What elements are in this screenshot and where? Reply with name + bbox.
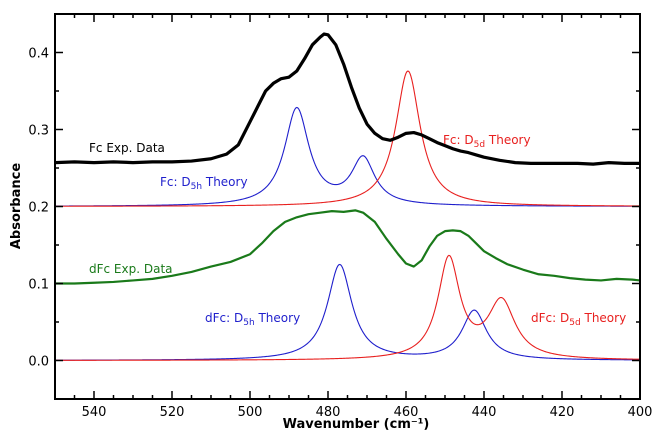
tick-layer: 540 520 500 480 460 440 420 400 0.0 0.1 0.2 0.3 0.4 [28,13,653,420]
x-tick-label: 460 [394,405,419,420]
theory-curve-d5d-1 [55,70,641,207]
y-tick-label: 0.0 [28,355,49,370]
series-line-dfc_exp [55,209,641,285]
x-tick-label: 420 [550,405,575,420]
x-tick-label: 500 [238,405,263,420]
x-tick-label: 480 [316,405,341,420]
x-tick-label: 440 [472,405,497,420]
x-axis-title: Wavenumber (cm⁻¹) [283,417,430,432]
series-layer [54,32,641,361]
annotation-fc-d5d: Fc: D5d Theory [443,133,531,150]
annotation-dfc-exp: dFc Exp. Data [89,262,173,276]
y-tick-label: 0.4 [28,47,49,62]
annotation-fc-exp: Fc Exp. Data [89,141,165,155]
y-axis-title: Absorbance [9,163,24,249]
theory-curve-d5d-3 [55,254,641,361]
x-tick-label: 400 [628,405,653,420]
y-tick-label: 0.2 [28,201,49,216]
y-tick-label: 0.1 [28,278,49,293]
annotation-fc-d5h: Fc: D5h Theory [160,175,248,192]
x-tick-label: 520 [160,405,185,420]
y-tick-label: 0.3 [28,124,49,139]
theory-curve-d5h-0 [55,106,640,207]
annotation-dfc-d5d: dFc: D5d Theory [531,311,626,328]
series-line-fc_exp [54,32,640,166]
annotation-dfc-d5h: dFc: D5h Theory [205,311,300,328]
x-tick-label: 540 [82,405,107,420]
